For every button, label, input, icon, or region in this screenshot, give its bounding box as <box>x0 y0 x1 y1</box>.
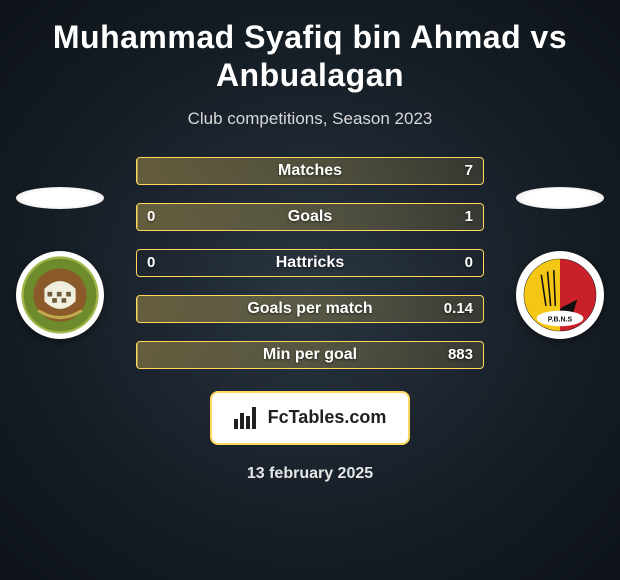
stat-row: 0Goals1 <box>136 203 484 231</box>
left-club-badge <box>16 251 104 339</box>
left-club-crest-icon <box>21 256 99 334</box>
date-label: 13 february 2025 <box>247 465 373 483</box>
svg-text:P.B.N.S: P.B.N.S <box>548 316 573 323</box>
right-jersey-icon <box>516 187 604 209</box>
stat-value-right: 883 <box>448 346 473 363</box>
stat-label: Goals <box>137 208 483 226</box>
stat-label: Matches <box>137 162 483 180</box>
stat-row: Matches7 <box>136 157 484 185</box>
stat-label: Hattricks <box>137 254 483 272</box>
stat-row: Min per goal883 <box>136 341 484 369</box>
bar-chart-icon <box>234 407 258 429</box>
subtitle: Club competitions, Season 2023 <box>188 109 433 129</box>
left-side <box>8 187 112 339</box>
stat-label: Goals per match <box>137 300 483 318</box>
stat-row: Goals per match0.14 <box>136 295 484 323</box>
page-title: Muhammad Syafiq bin Ahmad vs Anbualagan <box>20 18 600 95</box>
content-row: Matches70Goals10Hattricks0Goals per matc… <box>0 157 620 369</box>
left-jersey-icon <box>16 187 104 209</box>
stat-value-right: 1 <box>465 208 473 225</box>
stat-label: Min per goal <box>137 346 483 364</box>
right-side: P.B.N.S <box>508 187 612 339</box>
stat-value-right: 0 <box>465 254 473 271</box>
right-club-badge: P.B.N.S <box>516 251 604 339</box>
right-club-crest-icon: P.B.N.S <box>521 256 599 334</box>
stat-value-right: 7 <box>465 162 473 179</box>
brand-label: FcTables.com <box>268 407 387 428</box>
comparison-card: Muhammad Syafiq bin Ahmad vs Anbualagan … <box>0 0 620 483</box>
stat-row: 0Hattricks0 <box>136 249 484 277</box>
stat-value-right: 0.14 <box>444 300 473 317</box>
footer: FcTables.com 13 february 2025 <box>210 391 411 483</box>
stats-list: Matches70Goals10Hattricks0Goals per matc… <box>126 157 494 369</box>
brand-chip[interactable]: FcTables.com <box>210 391 411 445</box>
